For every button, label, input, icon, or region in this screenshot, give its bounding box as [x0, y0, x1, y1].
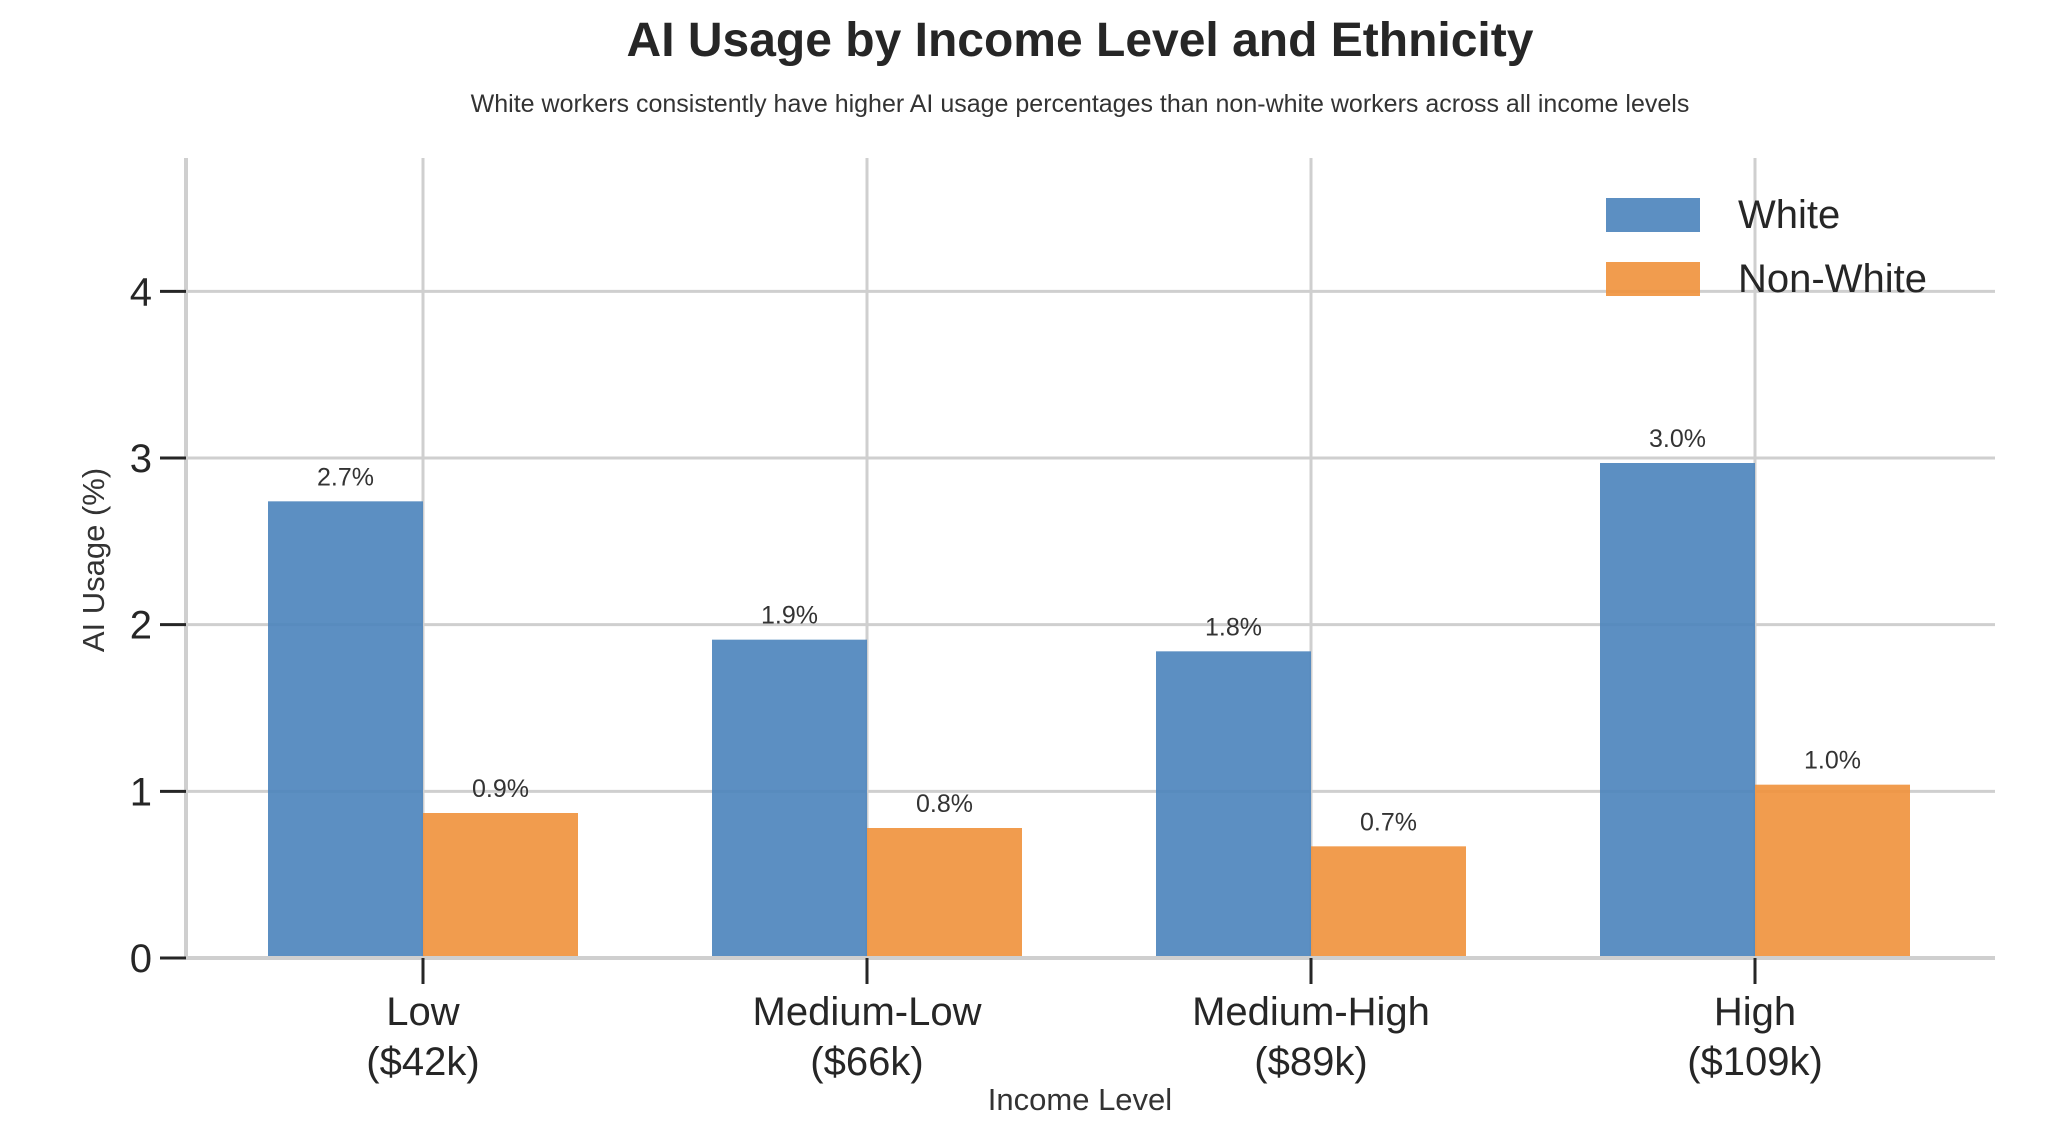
bar-value-label: 2.7% [317, 463, 374, 491]
bar-value-label: 1.9% [761, 602, 818, 630]
y-axis-label: AI Usage (%) [76, 468, 111, 652]
chart-title: AI Usage by Income Level and Ethnicity [627, 14, 1534, 67]
bar-value-label: 0.7% [1360, 808, 1417, 836]
legend-swatch-non-white [1606, 262, 1700, 296]
axes: 0 1 2 3 4 Low ($42k) Medium-Low ($66k) Medium-Hig… [130, 158, 1995, 1084]
y-tick-label: 1 [130, 770, 152, 814]
bar-white [268, 501, 423, 958]
legend-label: Non-White [1738, 257, 1927, 301]
bar-value-label: 0.9% [472, 775, 529, 803]
x-tick-label: Medium-High [1192, 990, 1430, 1034]
bar-white [1600, 463, 1755, 958]
bar-non-white [423, 813, 578, 958]
bar-non-white [867, 828, 1022, 958]
chart-subtitle: White workers consistently have higher A… [471, 90, 1690, 118]
bar-value-label: 1.8% [1205, 613, 1262, 641]
bar-white [1156, 651, 1311, 958]
x-tick-label: Low [386, 990, 459, 1034]
bar-value-label: 1.0% [1804, 747, 1861, 775]
y-tick-label: 2 [130, 604, 152, 648]
x-tick-sublabel: ($89k) [1254, 1040, 1367, 1084]
x-axis-label: Income Level [988, 1082, 1172, 1117]
bars [268, 463, 1910, 958]
x-tick-sublabel: ($66k) [810, 1040, 923, 1084]
labels: 2.7% 1.9% 1.8% 3.0% 0.9% 0.8% 0.7% 1.0% [317, 425, 1861, 836]
legend: White Non-White [1606, 193, 1927, 301]
legend-label: White [1738, 193, 1840, 237]
x-tick-sublabel: ($42k) [366, 1040, 479, 1084]
y-tick-label: 4 [130, 270, 152, 314]
y-tick-label: 0 [130, 937, 152, 981]
y-tick-label: 3 [130, 437, 152, 481]
x-tick-sublabel: ($109k) [1687, 1040, 1823, 1084]
bar-non-white [1311, 846, 1466, 958]
bar-value-label: 0.8% [916, 790, 973, 818]
x-tick-label: Medium-Low [753, 990, 982, 1034]
bar-white [712, 639, 867, 958]
bar-non-white [1755, 784, 1910, 958]
legend-swatch-white [1606, 198, 1700, 232]
x-tick-label: High [1714, 990, 1796, 1034]
bar-value-label: 3.0% [1649, 425, 1706, 453]
